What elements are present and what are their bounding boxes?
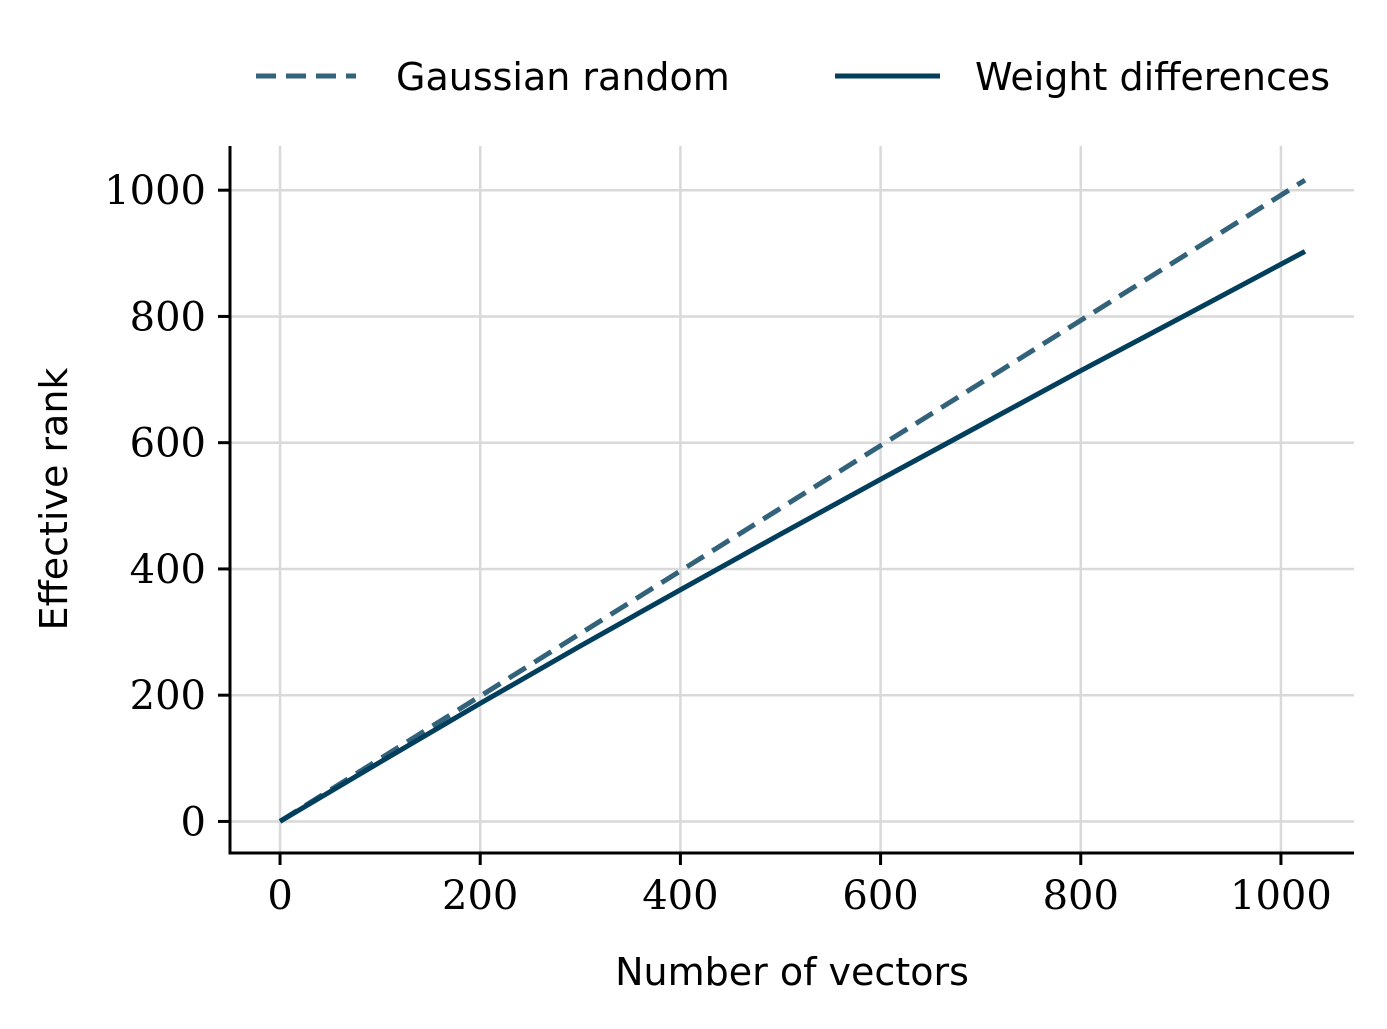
axes: 0 200 400 600 800 1000 0 200 400 600 800 1000 xyxy=(104,146,1354,919)
series-layer xyxy=(278,177,1307,824)
x-tick-label-1: 200 xyxy=(442,873,518,919)
legend-label-0: Gaussian random xyxy=(396,55,730,99)
y-tick-label-0: 0 xyxy=(181,799,206,845)
y-tick-label-4: 800 xyxy=(130,294,206,340)
legend-label-1: Weight differences xyxy=(975,55,1330,99)
x-tick-label-3: 600 xyxy=(842,873,918,919)
x-axis-label: Number of vectors xyxy=(615,950,969,994)
y-tick-label-2: 400 xyxy=(130,547,206,593)
x-tick-label-2: 400 xyxy=(642,873,718,919)
y-tick-label-3: 600 xyxy=(130,421,206,467)
series-line-0 xyxy=(278,177,1307,824)
y-axis-label: Effective rank xyxy=(32,368,76,631)
series-line-1 xyxy=(278,249,1307,824)
y-tick-label-5: 1000 xyxy=(104,168,206,214)
legend: Gaussian random Weight differences xyxy=(256,55,1330,99)
y-tick-label-1: 200 xyxy=(130,673,206,719)
x-tick-label-4: 800 xyxy=(1043,873,1119,919)
x-tick-label-5: 1000 xyxy=(1230,873,1332,919)
x-tick-label-0: 0 xyxy=(267,873,292,919)
grid xyxy=(230,146,1354,853)
